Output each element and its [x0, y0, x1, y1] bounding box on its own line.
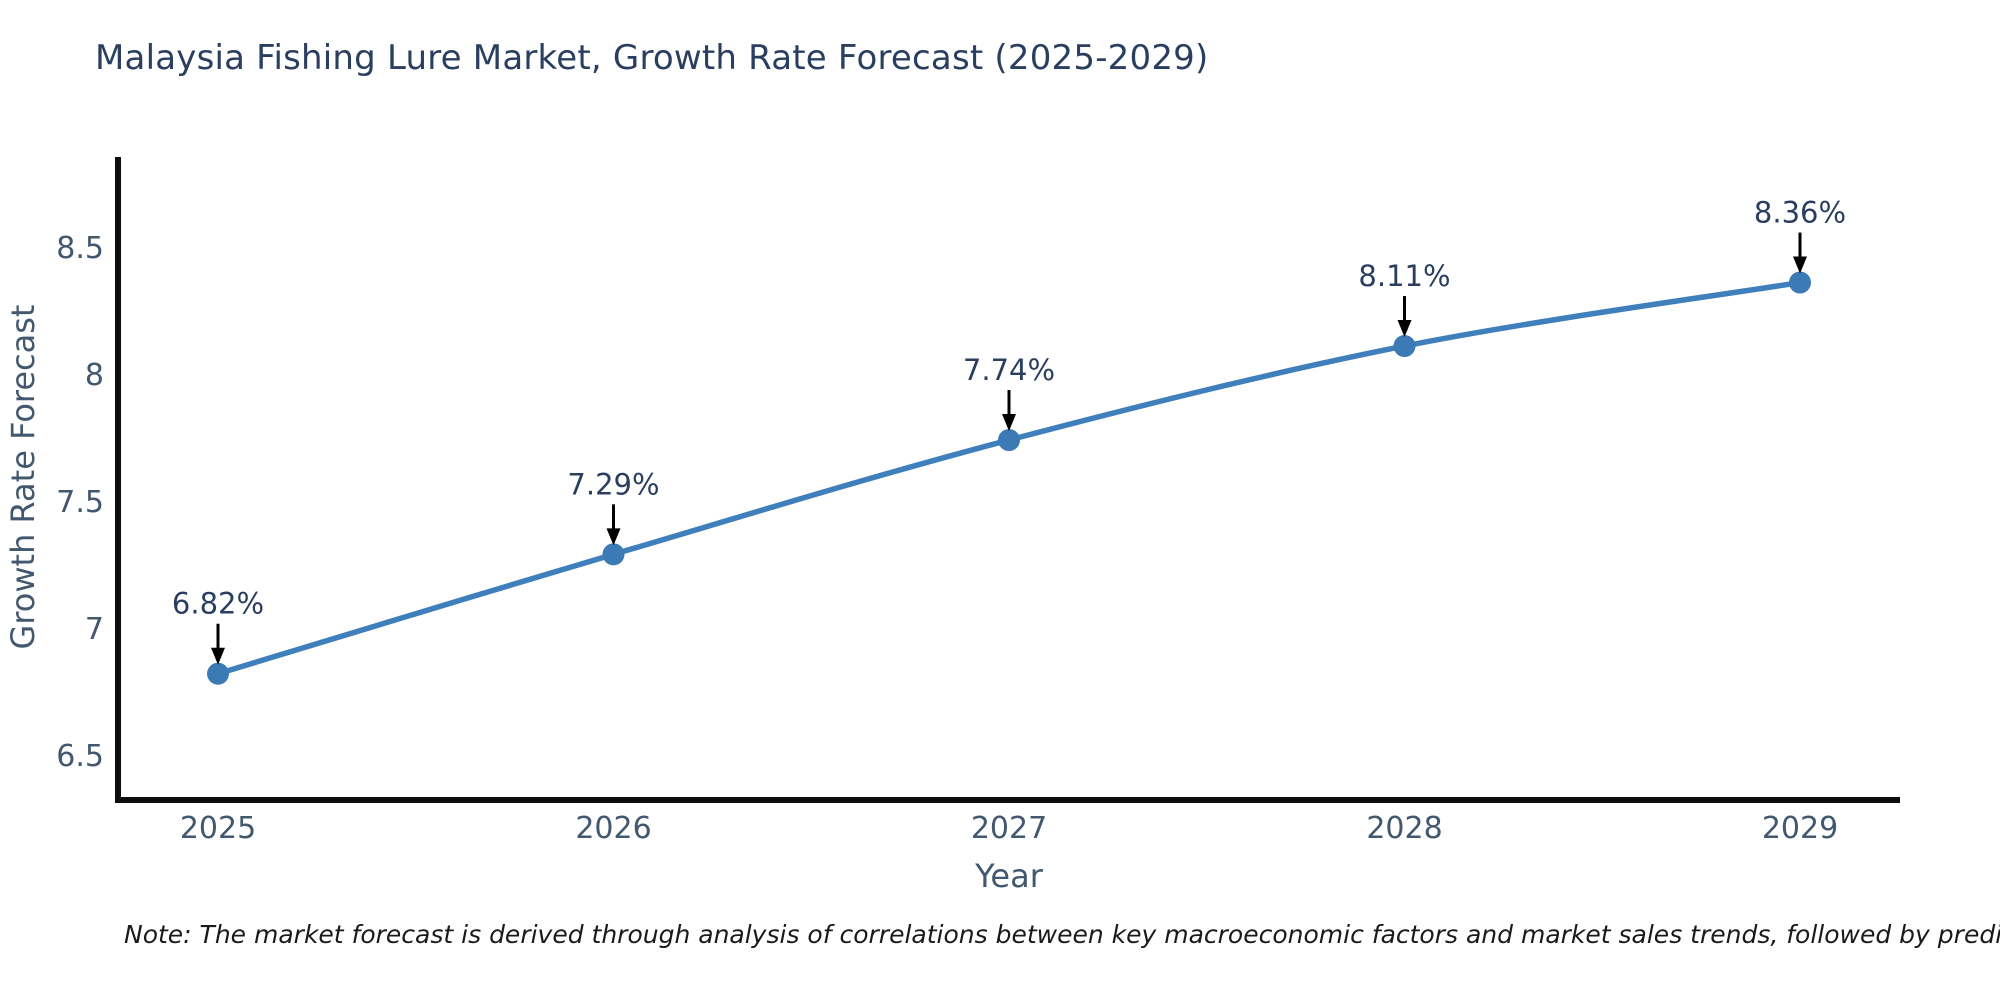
- data-point-marker: [602, 543, 625, 566]
- x-tick-label: 2025: [180, 811, 256, 846]
- arrow-head: [1002, 414, 1016, 432]
- annotation-arrows: [211, 232, 1807, 665]
- x-tick-label: 2026: [575, 811, 651, 846]
- growth-rate-line: [215, 279, 1803, 677]
- axes: [115, 157, 1900, 803]
- arrow-head: [1397, 320, 1412, 338]
- y-axis-title: Growth Rate Forecast: [4, 305, 42, 650]
- data-point-marker: [1789, 271, 1811, 294]
- x-axis-line: [115, 797, 1900, 803]
- point-labels: 6.82% 7.29% 7.74% 8.11% 8.36%: [172, 196, 1846, 621]
- arrow-head: [1793, 256, 1807, 274]
- x-axis-tick-labels: 2025 2026 2027 2028 2029: [180, 811, 1838, 846]
- x-axis-title: Year: [974, 857, 1044, 895]
- chart-title: Malaysia Fishing Lure Market, Growth Rat…: [95, 38, 1209, 78]
- data-point-markers: [207, 271, 1811, 685]
- footnote: Note: The market forecast is derived thr…: [124, 920, 2000, 949]
- arrow-head: [606, 528, 621, 546]
- point-value-label: 7.29%: [567, 467, 659, 501]
- y-tick-label: 7: [85, 612, 104, 647]
- x-tick-label: 2029: [1762, 811, 1838, 846]
- point-value-label: 7.74%: [963, 353, 1055, 387]
- point-value-label: 6.82%: [172, 587, 264, 621]
- y-tick-label: 8.5: [56, 231, 104, 266]
- y-axis-line: [115, 157, 121, 803]
- y-tick-label: 7.5: [56, 485, 104, 520]
- data-point-marker: [207, 662, 229, 685]
- data-point-marker: [998, 429, 1020, 452]
- x-tick-label: 2028: [1366, 811, 1442, 846]
- y-tick-label: 6.5: [56, 739, 104, 774]
- arrow-head: [211, 647, 225, 665]
- y-axis-tick-labels: 6.5 7 7.5 8 8.5: [56, 231, 104, 774]
- point-value-label: 8.11%: [1358, 259, 1450, 293]
- y-tick-label: 8: [85, 358, 104, 393]
- series-line: [215, 279, 1803, 677]
- point-value-label: 8.36%: [1754, 196, 1846, 230]
- data-point-marker: [1393, 335, 1416, 358]
- x-tick-label: 2027: [971, 811, 1047, 846]
